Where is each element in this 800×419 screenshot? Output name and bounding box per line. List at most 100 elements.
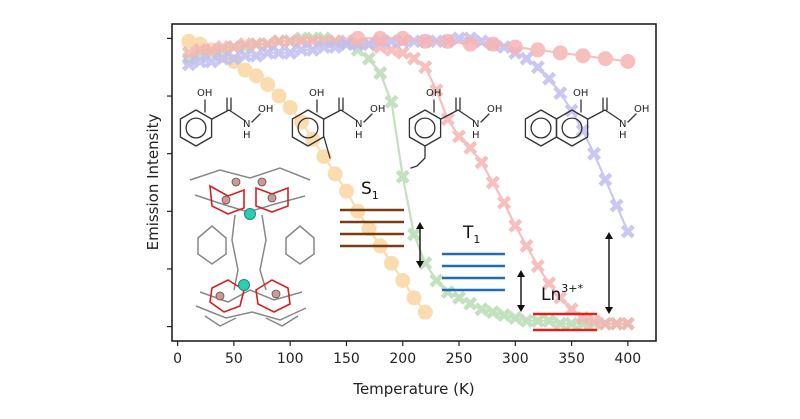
lanthanide-atom — [244, 208, 256, 220]
x-axis: 0 50 100 150 200 250 300 350 400 — [173, 341, 641, 367]
data-point — [417, 304, 433, 320]
hydroxamic-oh-label: OH — [634, 104, 649, 115]
amide-n-label: N — [472, 119, 479, 130]
data-point — [530, 42, 546, 58]
amide-n-label: N — [243, 119, 250, 130]
data-point — [530, 60, 545, 75]
data-point — [338, 183, 354, 199]
cluster-bond — [231, 214, 239, 291]
data-point — [463, 140, 478, 155]
series-3 — [181, 31, 635, 239]
data-point — [327, 166, 343, 182]
data-point — [519, 238, 534, 253]
metal-atom — [215, 291, 225, 301]
data-point — [350, 203, 366, 219]
cluster-bond — [197, 225, 227, 265]
metal-atom — [221, 195, 231, 205]
hydroxyl-label: OH — [309, 88, 324, 99]
data-point — [260, 77, 276, 93]
aromatic-circle — [414, 117, 436, 139]
data-point — [193, 42, 208, 57]
x-tick-label: 150 — [333, 351, 360, 367]
cluster-bond — [189, 167, 311, 181]
data-point — [598, 172, 613, 187]
data-point — [497, 308, 512, 323]
data-point — [305, 131, 321, 147]
series-4 — [350, 30, 636, 69]
data-point — [440, 112, 455, 127]
data-point — [542, 71, 557, 86]
data-point — [407, 227, 421, 242]
data-point — [383, 255, 399, 271]
data-point — [226, 40, 241, 55]
cluster-ring — [209, 184, 245, 215]
data-point — [485, 36, 501, 52]
metal-atom — [271, 289, 281, 299]
data-point — [587, 146, 602, 161]
data-point — [282, 100, 298, 116]
data-point — [553, 290, 568, 305]
data-point — [474, 155, 489, 170]
data-point — [519, 51, 534, 66]
data-point — [463, 296, 478, 311]
data-point — [564, 316, 579, 331]
data-point — [372, 30, 388, 46]
data-point — [452, 129, 467, 144]
hydroxyl-label: OH — [573, 88, 588, 99]
data-point — [508, 310, 523, 325]
data-point — [395, 272, 411, 288]
x-tick-label: 100 — [277, 351, 304, 367]
data-point — [305, 42, 320, 57]
data-point — [587, 313, 602, 328]
data-point — [462, 36, 478, 52]
data-point — [181, 33, 197, 49]
data-point — [552, 45, 568, 61]
data-point — [507, 39, 523, 55]
data-point — [339, 37, 354, 52]
data-point — [485, 175, 500, 190]
arrow-head — [517, 270, 525, 277]
cluster-bond — [285, 225, 315, 265]
aromatic-circle — [561, 117, 583, 139]
data-point — [395, 45, 410, 60]
data-point — [238, 37, 253, 52]
amide-n-label: N — [355, 119, 362, 130]
data-point — [598, 316, 613, 331]
data-point — [440, 285, 455, 300]
data-point — [474, 302, 489, 317]
data-point — [361, 221, 377, 237]
arrow-head — [517, 305, 525, 312]
y-axis — [167, 37, 172, 328]
cluster-ring — [255, 279, 291, 313]
data-point — [452, 290, 467, 305]
x-tick-label: 250 — [446, 351, 473, 367]
data-point — [271, 34, 286, 49]
data-point — [204, 54, 219, 69]
data-point — [248, 68, 264, 84]
amide-h-label: H — [619, 130, 627, 141]
data-point — [238, 48, 253, 63]
amide-h-label: H — [243, 130, 251, 141]
data-point — [271, 45, 286, 60]
data-point — [328, 40, 343, 55]
data-point — [226, 51, 241, 66]
ligand-molecule: OH NH OH — [291, 88, 385, 159]
data-point — [418, 60, 433, 75]
data-point — [361, 37, 376, 52]
hydroxamic-oh-label: OH — [487, 104, 502, 115]
data-point — [609, 198, 624, 213]
data-point — [384, 94, 399, 109]
data-point — [373, 65, 388, 80]
data-point — [350, 30, 366, 46]
ligand-molecule: OH NH OH — [524, 88, 649, 147]
data-point — [361, 51, 376, 66]
data-point — [440, 33, 456, 49]
hydroxamic-oh-label: OH — [258, 104, 273, 115]
data-point — [283, 45, 298, 60]
data-point — [620, 316, 635, 331]
hydroxyl-label: OH — [426, 88, 441, 99]
hydroxamic-oh-label: OH — [370, 104, 385, 115]
x-tick-label: 0 — [173, 351, 182, 367]
